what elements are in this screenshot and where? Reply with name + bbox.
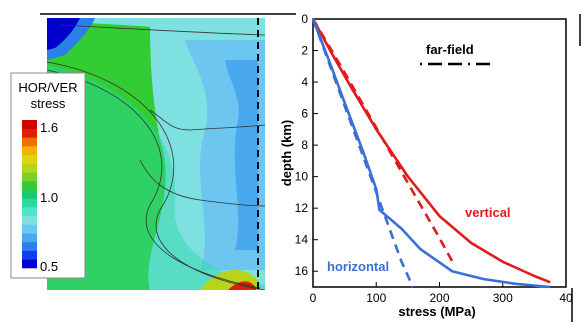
- series-line-vertical: [311, 18, 551, 284]
- colorbar-swatch: [22, 189, 37, 199]
- colorbar-swatch: [22, 128, 37, 138]
- y-tick-label: 10: [295, 170, 309, 184]
- colorbar: HOR/VER stress 1.6 1.0 0.5: [10, 72, 86, 279]
- field-region-dome: [47, 65, 265, 290]
- field-region-right-core: [225, 60, 258, 250]
- y-tick-label: 16: [295, 264, 309, 278]
- legend: far-field: [420, 42, 490, 66]
- colorbar-swatch: [22, 180, 37, 190]
- colorbar-swatch: [22, 198, 37, 208]
- colorbar-swatch: [22, 259, 37, 269]
- series-line-horizontal: [311, 18, 551, 289]
- colorbar-swatch: [22, 241, 37, 251]
- y-tick-label: 4: [301, 75, 308, 89]
- colorbar-label-min: 0.5: [40, 259, 58, 274]
- x-tick-label: 100: [366, 291, 386, 305]
- y-tick-label: 6: [301, 107, 308, 121]
- colorbar-swatch: [22, 250, 37, 260]
- colorbar-title-line2: stress: [31, 96, 66, 111]
- colorbar-label-max: 1.6: [40, 120, 58, 135]
- colorbar-title-line1: HOR/VER: [18, 80, 77, 95]
- y-tick-label: 0: [301, 12, 308, 26]
- colorbar-swatch: [22, 163, 37, 173]
- x-tick-label: 40: [559, 291, 573, 305]
- series-label-vertical: vertical: [465, 205, 511, 220]
- series-label-horizontal: horizontal: [327, 259, 389, 274]
- series-layer: [311, 18, 551, 289]
- legend-label-far-field: far-field: [426, 42, 474, 57]
- x-tick-label: 0: [310, 291, 317, 305]
- y-tick-label: 12: [295, 201, 309, 215]
- colorbar-swatches: [22, 120, 37, 269]
- series-line-far-field-1: [311, 18, 455, 265]
- boundary-line-dome-inner: [47, 69, 261, 289]
- y-axis-ticks: 0 2 4 6 8 10 12 14 16: [295, 12, 318, 278]
- stress-field-panel: [40, 13, 296, 290]
- plot-area-frame: [312, 18, 567, 288]
- colorbar-swatch: [22, 146, 37, 156]
- x-tick-label: 200: [429, 291, 449, 305]
- y-tick-label: 8: [301, 138, 308, 152]
- colorbar-swatch: [22, 207, 37, 217]
- x-tick-label: 300: [493, 291, 513, 305]
- colorbar-swatch: [22, 224, 37, 234]
- x-axis-ticks: 0 100 200 300 40: [310, 282, 573, 305]
- boundary-line-lower: [139, 159, 265, 207]
- y-tick-label: 14: [295, 233, 309, 247]
- colorbar-swatch: [22, 137, 37, 147]
- boundary-line-mid: [149, 109, 265, 131]
- boundary-line-top: [59, 24, 265, 36]
- colorbar-label-mid: 1.0: [40, 190, 58, 205]
- x-axis-label: stress (MPa): [398, 304, 475, 319]
- y-tick-label: 2: [301, 44, 308, 58]
- depth-stress-chart: 0 2 4 6 8 10 12 14 16 0 100 200 300 40 depth (km) st…: [279, 12, 573, 319]
- colorbar-swatch: [22, 154, 37, 164]
- colorbar-swatch: [22, 233, 37, 243]
- field-region-top: [47, 18, 265, 34]
- colorbar-swatch: [22, 120, 37, 130]
- colorbar-swatch: [22, 215, 37, 225]
- colorbar-swatch: [22, 172, 37, 182]
- y-axis-label: depth (km): [279, 120, 294, 186]
- series-line-far-field-3: [311, 18, 415, 288]
